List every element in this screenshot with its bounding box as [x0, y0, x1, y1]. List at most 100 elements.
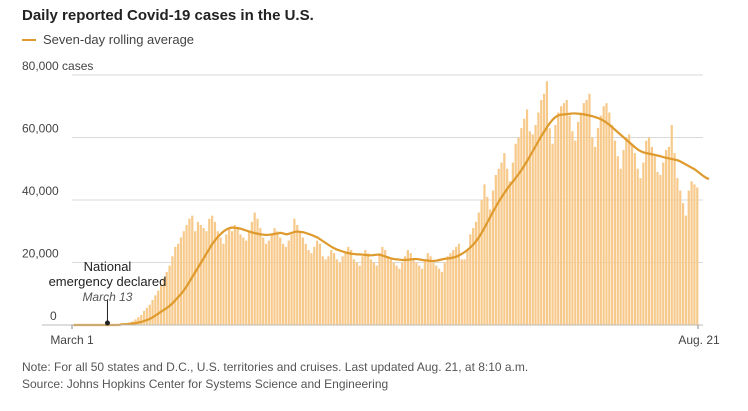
case-bar — [301, 237, 305, 325]
case-bar — [315, 240, 319, 326]
case-bar — [151, 300, 154, 325]
case-bar — [389, 259, 392, 326]
case-bar — [378, 253, 381, 326]
case-bar — [599, 115, 602, 326]
y-tick-label: 0 — [50, 309, 57, 323]
y-tick-label: 40,000 — [22, 184, 59, 198]
case-bar — [418, 265, 421, 326]
case-bar — [568, 115, 571, 326]
case-bar — [662, 162, 665, 325]
case-bar — [608, 112, 611, 325]
case-bar — [545, 81, 549, 325]
case-bar — [279, 237, 282, 325]
case-bar — [625, 137, 628, 325]
annotation-date: March 13 — [82, 290, 132, 304]
case-bar — [154, 295, 157, 325]
case-bar — [588, 93, 591, 325]
case-bar — [293, 218, 296, 325]
case-bar — [596, 128, 600, 326]
case-bar — [185, 225, 188, 325]
case-bar — [247, 231, 251, 325]
case-bar — [437, 268, 441, 325]
case-bar — [140, 315, 143, 325]
case-bar — [168, 265, 171, 326]
case-bar — [489, 209, 492, 326]
y-tick-label: 20,000 — [22, 247, 59, 261]
case-bar — [455, 246, 458, 326]
case-bar — [693, 184, 696, 326]
case-bar — [182, 231, 185, 325]
case-bar — [472, 228, 475, 326]
case-bar — [435, 265, 438, 326]
x-tick-label-end: Aug. 21 — [678, 333, 720, 347]
annotation-marker — [104, 320, 110, 326]
case-bar — [321, 256, 324, 325]
case-bar — [696, 187, 699, 325]
case-bar — [500, 162, 503, 325]
case-bar — [310, 253, 313, 326]
case-bar — [591, 137, 594, 325]
case-bar — [415, 262, 418, 325]
case-bar — [236, 228, 239, 326]
case-bar — [162, 278, 165, 326]
y-axis-labels: 80,000 cases 60,000 40,000 20,000 0 — [22, 59, 93, 323]
case-bar — [628, 134, 631, 326]
case-bar — [369, 259, 373, 326]
case-bar — [412, 259, 415, 326]
case-bar — [633, 153, 636, 326]
case-bar — [676, 178, 679, 326]
case-bar — [673, 153, 676, 326]
case-bar — [355, 262, 358, 325]
case-bar — [579, 112, 583, 325]
case-bar — [264, 243, 268, 325]
case-bar — [511, 162, 514, 325]
source-text: Source: Johns Hopkins Center for Systems… — [22, 377, 389, 391]
y-tick-label: 60,000 — [22, 122, 59, 136]
case-bar — [145, 307, 148, 325]
case-bar — [548, 128, 551, 326]
case-bar — [253, 212, 256, 325]
case-bar — [208, 218, 211, 325]
case-bar — [531, 134, 534, 326]
case-bar — [602, 106, 605, 325]
case-bar — [199, 225, 202, 325]
case-bar — [228, 228, 231, 326]
case-bar — [656, 171, 659, 326]
case-bar — [474, 221, 478, 326]
case-bar — [517, 137, 520, 325]
case-bar — [687, 190, 690, 326]
case-bar — [616, 156, 619, 325]
case-bar — [307, 250, 310, 325]
case-bar — [432, 262, 435, 325]
case-bar — [409, 253, 412, 326]
case-bar — [324, 259, 327, 326]
case-bar — [222, 243, 225, 325]
case-bar — [256, 218, 259, 325]
case-bar — [613, 140, 617, 326]
case-bar — [290, 234, 293, 326]
case-bar — [347, 246, 350, 326]
case-bar — [508, 181, 512, 325]
case-bar — [443, 262, 446, 325]
case-bar — [384, 250, 387, 325]
case-bar — [565, 100, 568, 325]
case-bar — [219, 237, 222, 325]
case-bar — [281, 243, 285, 325]
case-bar — [267, 240, 270, 326]
case-bar — [386, 256, 390, 325]
case-bar — [284, 246, 287, 326]
case-bar — [551, 143, 554, 325]
case-bar — [571, 131, 574, 325]
case-bar — [577, 121, 580, 326]
case-bar — [457, 243, 461, 325]
case-bar — [225, 234, 228, 326]
case-bar — [398, 268, 401, 325]
case-bar — [137, 317, 140, 325]
case-bar — [684, 215, 688, 326]
case-bar — [681, 203, 685, 326]
case-bar — [259, 228, 262, 326]
case-bar — [619, 168, 622, 325]
case-bar — [537, 112, 540, 325]
